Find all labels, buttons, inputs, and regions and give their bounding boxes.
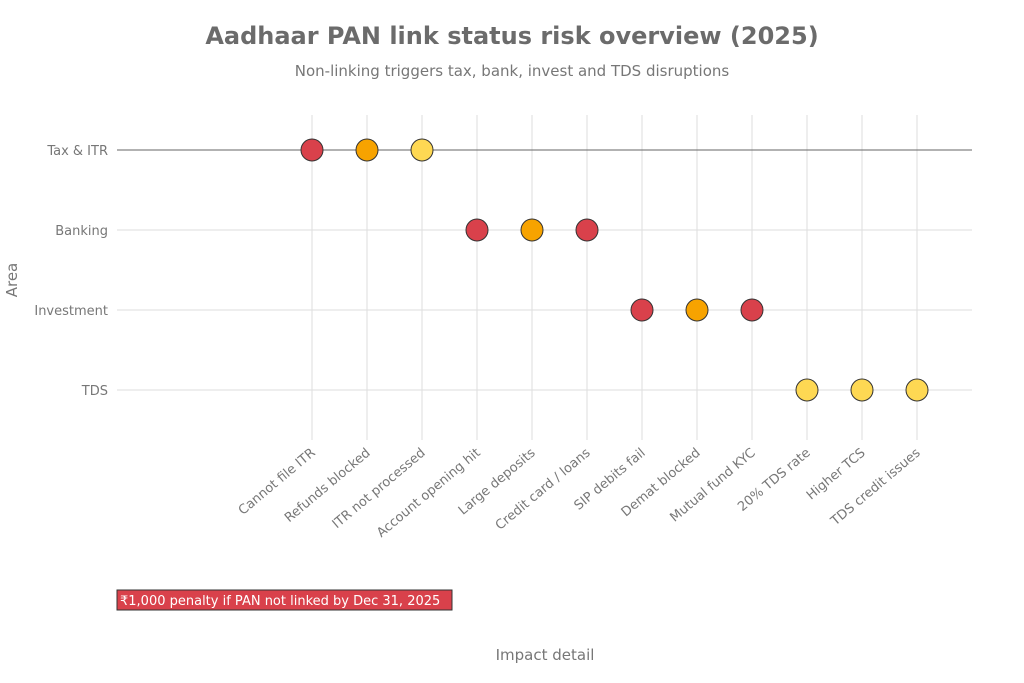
data-point: [465, 218, 489, 242]
x-tick-label: TDS credit issues: [828, 445, 924, 529]
data-point: [630, 298, 654, 322]
data-point: [410, 138, 434, 162]
data-point: [575, 218, 599, 242]
data-point: [740, 298, 764, 322]
data-point: [795, 378, 819, 402]
y-axis-label: Area: [3, 263, 21, 298]
y-tick-label: Banking: [55, 224, 108, 239]
y-tick-label: Investment: [34, 304, 108, 319]
annotation-box: [116, 589, 453, 611]
data-point: [905, 378, 929, 402]
data-point: [850, 378, 874, 402]
x-tick-label: ITR not processed: [330, 446, 429, 532]
x-tick-label: Account opening hit: [374, 446, 483, 541]
data-point: [300, 138, 324, 162]
annotation-text: ₹1,000 penalty if PAN not linked by Dec …: [120, 594, 440, 609]
chart-title: Aadhaar PAN link status risk overview (2…: [205, 22, 818, 50]
chart-subtitle: Non-linking triggers tax, bank, invest a…: [295, 62, 730, 80]
x-axis-label: Impact detail: [496, 646, 595, 664]
data-point: [685, 298, 709, 322]
y-tick-label: TDS: [81, 384, 108, 399]
penalty-annotation: ₹1,000 penalty if PAN not linked by Dec …: [116, 589, 453, 611]
x-tick-label: Credit card / loans: [493, 445, 594, 533]
data-point: [520, 218, 544, 242]
data-point: [355, 138, 379, 162]
y-tick-label: Tax & ITR: [46, 144, 108, 159]
